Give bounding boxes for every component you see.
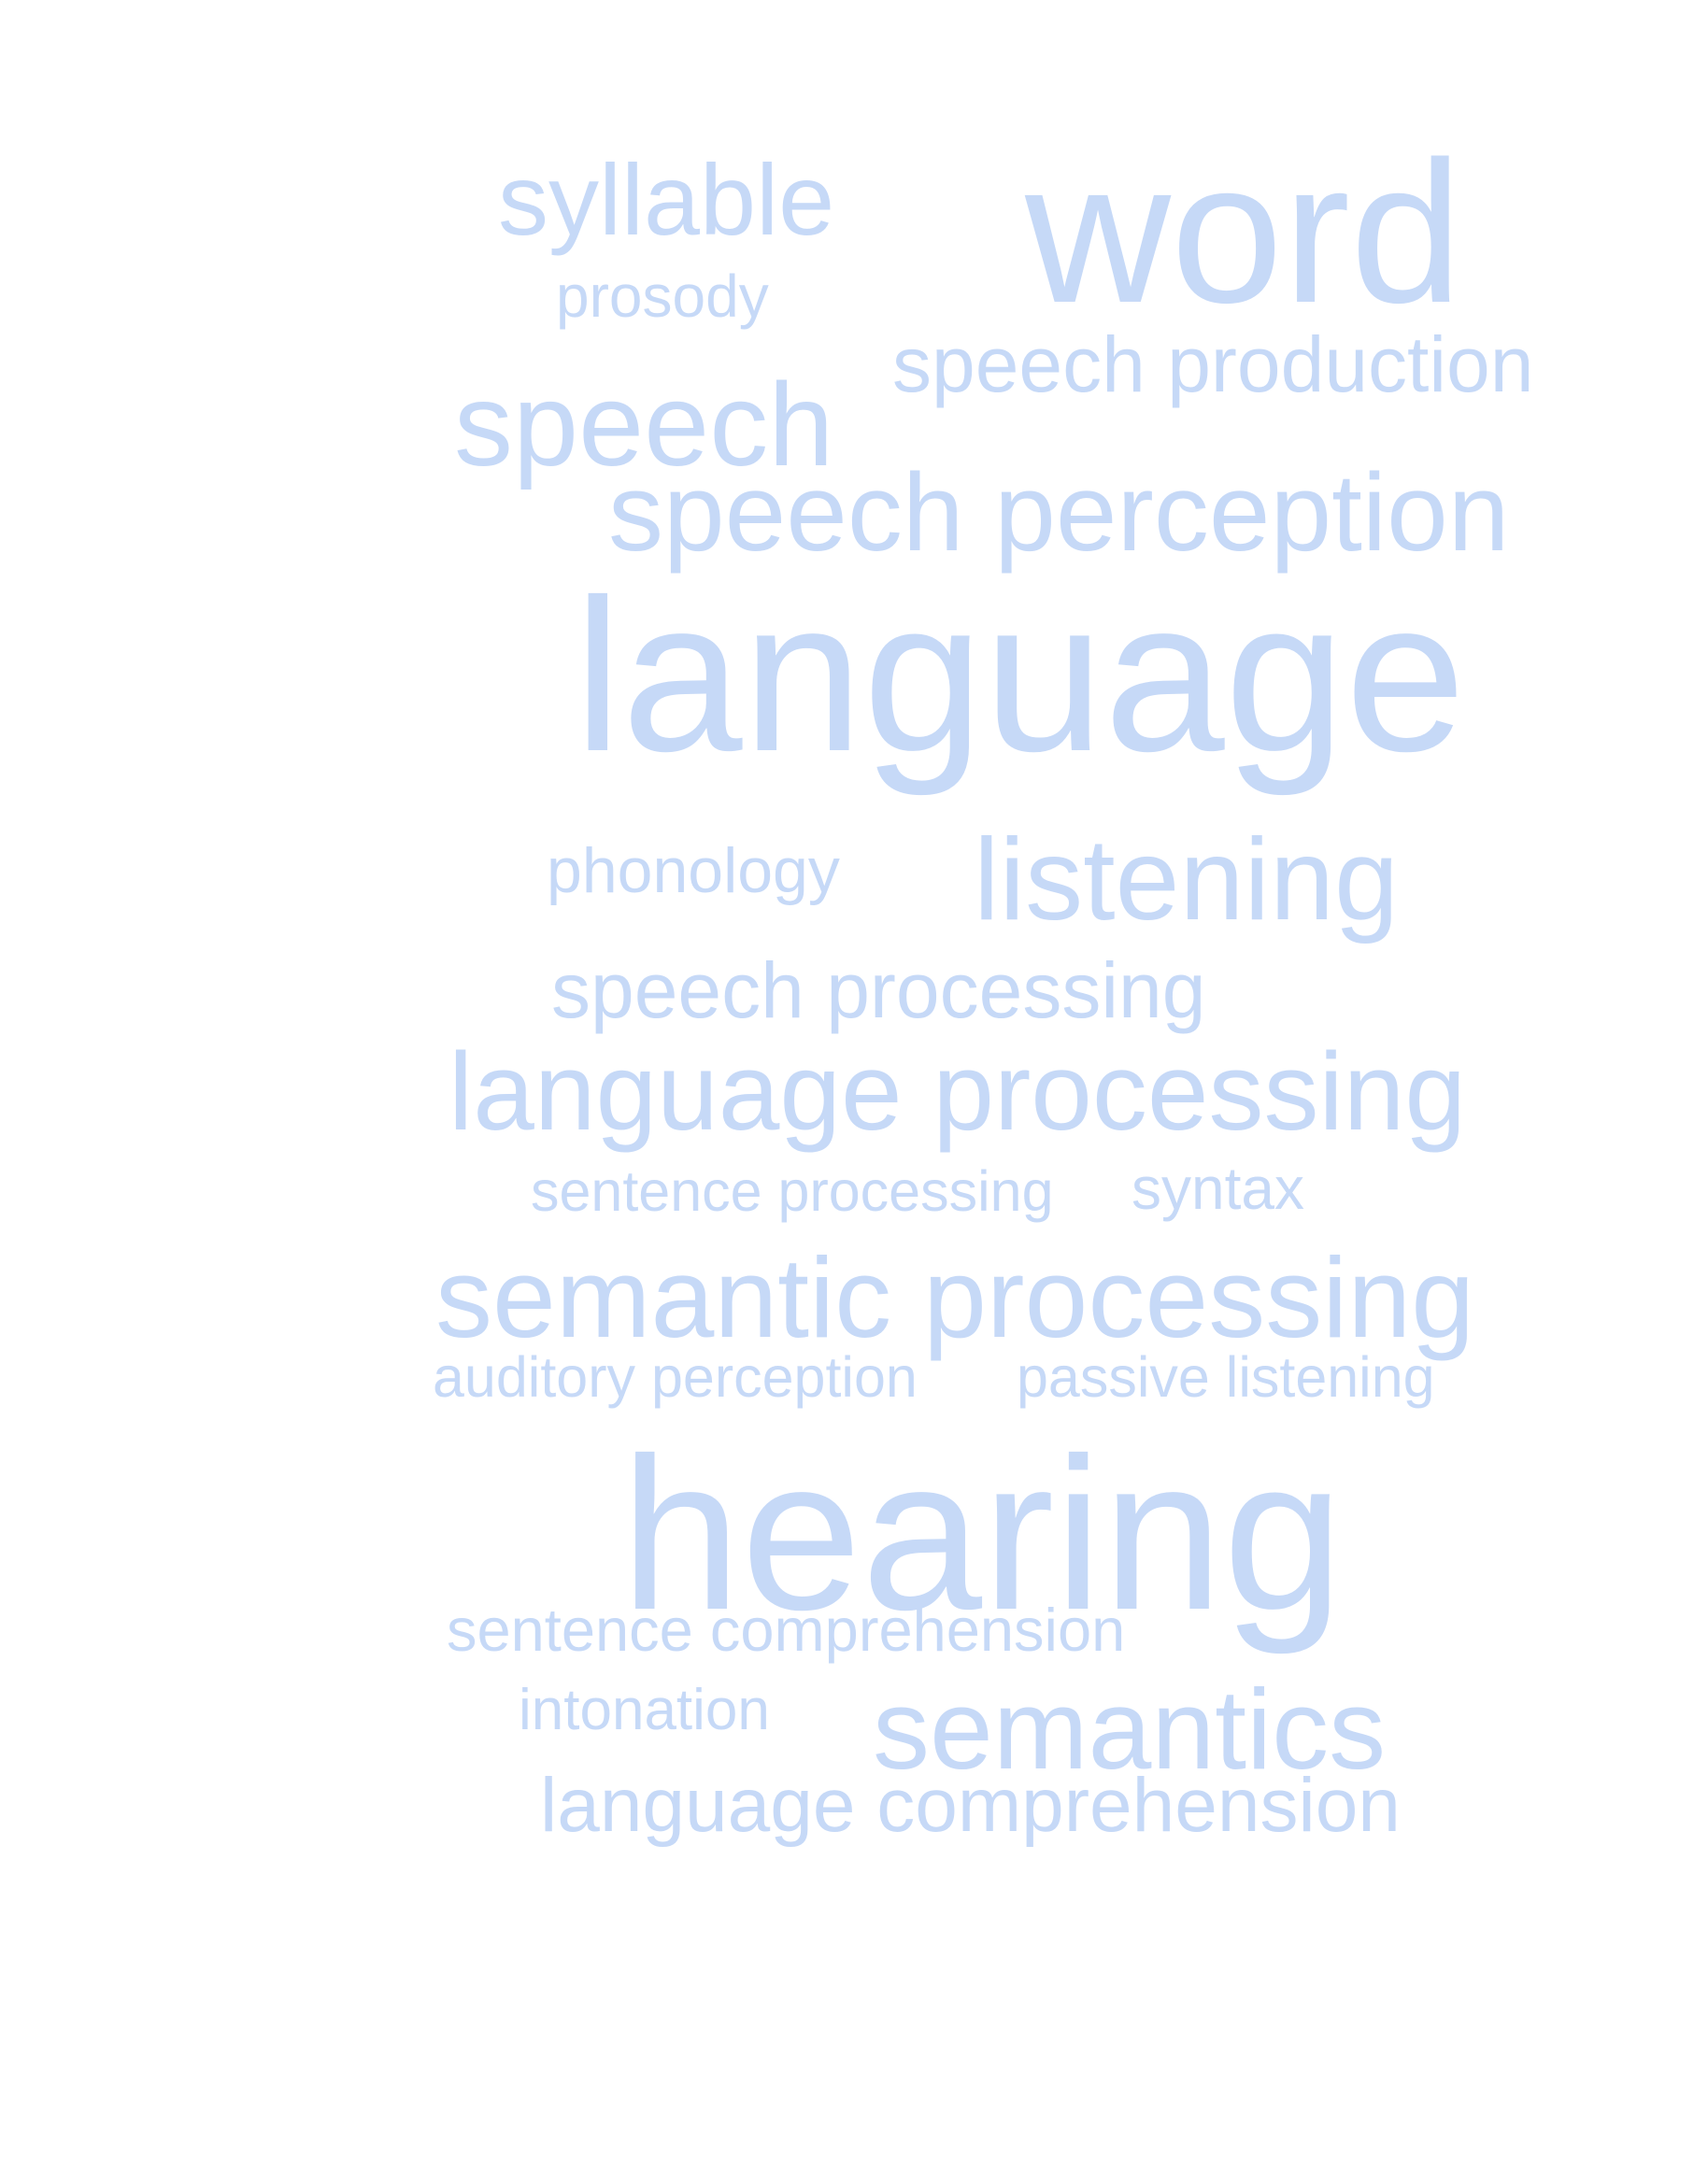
cloud-word-hearing: hearing — [620, 1413, 1344, 1655]
cloud-word-phonology: phonology — [547, 835, 840, 906]
cloud-word-sentence-processing: sentence processing — [531, 1159, 1054, 1223]
cloud-word-speech: speech — [454, 359, 834, 490]
cloud-word-language-processing: language processing — [448, 1030, 1467, 1154]
cloud-word-word: word — [1025, 119, 1463, 345]
cloud-word-speech-processing: speech processing — [551, 946, 1206, 1034]
cloud-word-passive-listening: passive listening — [1017, 1345, 1435, 1409]
cloud-word-sentence-comprehension: sentence comprehension — [447, 1596, 1126, 1664]
cloud-word-intonation: intonation — [519, 1678, 770, 1742]
cloud-word-auditory-perception: auditory perception — [433, 1345, 918, 1409]
cloud-word-listening: listening — [974, 816, 1399, 944]
cloud-word-semantic-processing: semantic processing — [435, 1234, 1475, 1361]
cloud-word-prosody: prosody — [556, 263, 769, 330]
cloud-word-speech-perception: speech perception — [608, 451, 1510, 575]
cloud-word-semantics: semantics — [873, 1666, 1387, 1793]
cloud-word-speech-production: speech production — [892, 320, 1534, 408]
cloud-word-language: language — [574, 555, 1466, 797]
cloud-word-syllable: syllable — [498, 143, 835, 256]
cloud-word-syntax: syntax — [1132, 1155, 1304, 1222]
cloud-word-language-comprehension: language comprehension — [540, 1763, 1401, 1848]
